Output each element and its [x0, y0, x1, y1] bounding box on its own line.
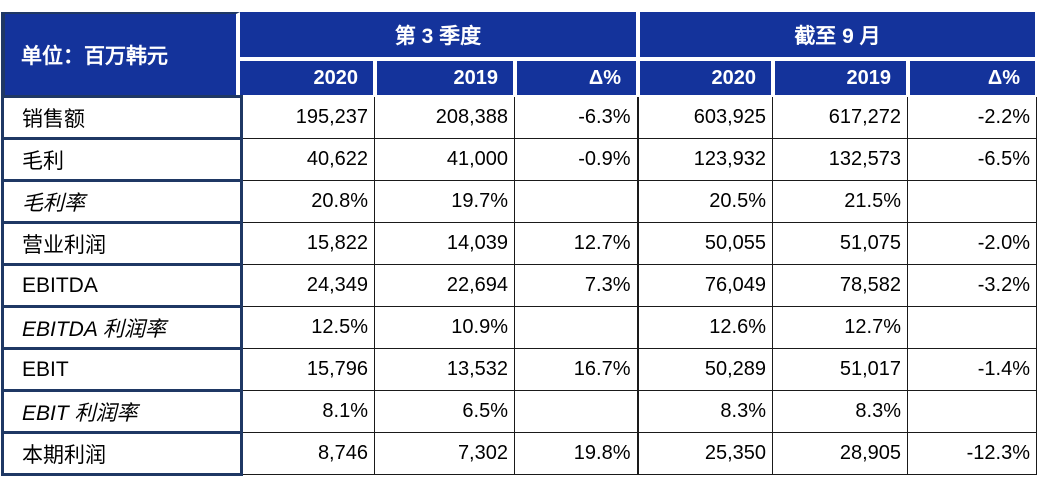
value-cell: 20.5%: [636, 180, 773, 223]
value-cell: 16.7%: [514, 348, 638, 391]
value-cell: 76,049: [636, 264, 773, 307]
value-cell: 51,075: [772, 222, 908, 265]
row-label: EBITDA: [1, 263, 243, 308]
value-cell: -2.2%: [907, 96, 1037, 139]
value-cell: -0.9%: [514, 138, 638, 181]
column-group-ytd-september: 截至 9 月: [636, 12, 1035, 57]
table-row-gross-profit: 毛利 40,622 41,000 -0.9% 123,932 132,573 -…: [1, 137, 1037, 182]
value-cell: 12.7%: [514, 222, 638, 265]
value-cell: -2.0%: [907, 222, 1037, 265]
value-cell: -12.3%: [907, 432, 1037, 475]
value-cell: 20.8%: [241, 180, 375, 223]
table-row-operating-profit: 营业利润 15,822 14,039 12.7% 50,055 51,075 -…: [1, 221, 1037, 266]
value-cell: 22,694: [374, 264, 515, 307]
value-cell: 40,622: [241, 138, 375, 181]
unit-label: 单位：百万韩元: [1, 12, 240, 95]
column-header-ytd-delta: Δ%: [906, 57, 1035, 95]
value-cell: 7,302: [374, 432, 515, 475]
financial-table: 单位：百万韩元 第 3 季度 截至 9 月 2020 2019 Δ% 2020 …: [1, 12, 1037, 476]
table-row-sales: 销售额 195,237 208,388 -6.3% 603,925 617,27…: [1, 95, 1037, 140]
value-cell: 208,388: [374, 96, 515, 139]
table-row-ebit-margin: EBIT 利润率 8.1% 6.5% 8.3% 8.3%: [1, 389, 1037, 434]
value-cell: 195,237: [241, 96, 375, 139]
table-body: 销售额 195,237 208,388 -6.3% 603,925 617,27…: [1, 95, 1037, 476]
row-label: 毛利率: [1, 179, 243, 224]
row-label: EBITDA 利润率: [1, 305, 243, 350]
row-label: EBIT 利润率: [1, 389, 243, 434]
value-cell: [907, 390, 1037, 433]
column-header-ytd-2020: 2020: [636, 57, 771, 95]
column-group-q3: 第 3 季度: [240, 12, 636, 57]
table-header: 单位：百万韩元 第 3 季度 截至 9 月 2020 2019 Δ% 2020 …: [1, 12, 1035, 95]
value-cell: 13,532: [374, 348, 515, 391]
value-cell: 28,905: [772, 432, 908, 475]
value-cell: [514, 180, 638, 223]
value-cell: -3.2%: [907, 264, 1037, 307]
row-label: 本期利润: [1, 431, 243, 476]
value-cell: 8,746: [241, 432, 375, 475]
column-header-q3-delta: Δ%: [513, 57, 636, 95]
value-cell: [907, 180, 1037, 223]
value-cell: 7.3%: [514, 264, 638, 307]
value-cell: [514, 306, 638, 349]
value-cell: 21.5%: [772, 180, 908, 223]
value-cell: 12.7%: [772, 306, 908, 349]
table-row-net-profit: 本期利润 8,746 7,302 19.8% 25,350 28,905 -12…: [1, 431, 1037, 476]
value-cell: 51,017: [772, 348, 908, 391]
row-label: 营业利润: [1, 221, 243, 266]
value-cell: 15,822: [241, 222, 375, 265]
value-cell: 19.7%: [374, 180, 515, 223]
value-cell: 15,796: [241, 348, 375, 391]
value-cell: 10.9%: [374, 306, 515, 349]
value-cell: 8.3%: [772, 390, 908, 433]
row-label: 销售额: [1, 95, 243, 140]
column-header-q3-2020: 2020: [240, 57, 373, 95]
value-cell: -6.3%: [514, 96, 638, 139]
value-cell: 617,272: [772, 96, 908, 139]
value-cell: 132,573: [772, 138, 908, 181]
value-cell: 19.8%: [514, 432, 638, 475]
value-cell: -6.5%: [907, 138, 1037, 181]
value-cell: 12.6%: [636, 306, 773, 349]
column-header-ytd-2019: 2019: [771, 57, 906, 95]
value-cell: 78,582: [772, 264, 908, 307]
value-cell: 6.5%: [374, 390, 515, 433]
value-cell: 8.1%: [241, 390, 375, 433]
value-cell: 8.3%: [636, 390, 773, 433]
value-cell: 12.5%: [241, 306, 375, 349]
table-row-ebitda: EBITDA 24,349 22,694 7.3% 76,049 78,582 …: [1, 263, 1037, 308]
value-cell: 24,349: [241, 264, 375, 307]
value-cell: 25,350: [636, 432, 773, 475]
table-row-ebit: EBIT 15,796 13,532 16.7% 50,289 51,017 -…: [1, 347, 1037, 392]
value-cell: 50,289: [636, 348, 773, 391]
value-cell: -1.4%: [907, 348, 1037, 391]
value-cell: [514, 390, 638, 433]
value-cell: [907, 306, 1037, 349]
value-cell: 14,039: [374, 222, 515, 265]
value-cell: 603,925: [636, 96, 773, 139]
value-cell: 123,932: [636, 138, 773, 181]
row-label: EBIT: [1, 347, 243, 392]
table-row-ebitda-margin: EBITDA 利润率 12.5% 10.9% 12.6% 12.7%: [1, 305, 1037, 350]
column-header-q3-2019: 2019: [373, 57, 513, 95]
table-row-gross-margin: 毛利率 20.8% 19.7% 20.5% 21.5%: [1, 179, 1037, 224]
row-label: 毛利: [1, 137, 243, 182]
value-cell: 50,055: [636, 222, 773, 265]
value-cell: 41,000: [374, 138, 515, 181]
